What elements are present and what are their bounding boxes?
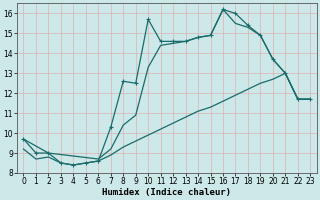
- X-axis label: Humidex (Indice chaleur): Humidex (Indice chaleur): [102, 188, 231, 197]
